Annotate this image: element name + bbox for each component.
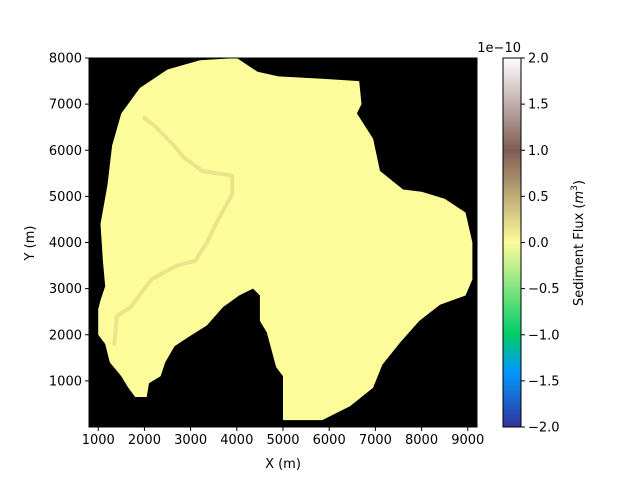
x-tick-label: 7000 bbox=[359, 433, 392, 448]
colorbar-multiplier: 1e−10 bbox=[477, 41, 521, 56]
x-tick-label: 1000 bbox=[82, 433, 115, 448]
x-tick-label: 8000 bbox=[405, 433, 438, 448]
y-axis-ticks: 1000 2000 3000 4000 5000 6000 7000 8000 bbox=[49, 52, 89, 389]
colorbar-tick-label: −1.5 bbox=[528, 374, 560, 389]
colorbar-tick-label: 0.5 bbox=[528, 190, 549, 205]
colorbar-tick-label: 1.5 bbox=[528, 98, 549, 113]
x-axis-label: X (m) bbox=[265, 457, 301, 472]
colorbar-tick-label: −0.5 bbox=[528, 282, 560, 297]
x-tick-label: 9000 bbox=[451, 433, 484, 448]
y-tick-label: 4000 bbox=[49, 236, 82, 251]
y-tick-label: 8000 bbox=[49, 52, 82, 67]
colorbar-tick-label: 0.0 bbox=[528, 236, 549, 251]
colorbar-tick-label: −2.0 bbox=[528, 421, 560, 436]
y-tick-label: 2000 bbox=[49, 328, 82, 343]
channel-path bbox=[112, 116, 235, 346]
y-tick-label: 7000 bbox=[49, 98, 82, 113]
y-tick-label: 5000 bbox=[49, 190, 82, 205]
x-tick-label: 6000 bbox=[313, 433, 346, 448]
x-tick-label: 3000 bbox=[174, 433, 207, 448]
colorbar-tick-label: 1.0 bbox=[528, 144, 549, 159]
y-tick-label: 3000 bbox=[49, 282, 82, 297]
colorbar-tick-label: 2.0 bbox=[528, 52, 549, 67]
x-tick-label: 4000 bbox=[220, 433, 253, 448]
sediment-domain bbox=[98, 58, 473, 421]
y-tick-label: 6000 bbox=[49, 144, 82, 159]
plot-area: 1000 2000 3000 4000 5000 6000 7000 8000 9000 100… bbox=[23, 52, 484, 473]
x-tick-label: 2000 bbox=[128, 433, 161, 448]
colorbar-tick-label: −1.0 bbox=[528, 328, 560, 343]
y-tick-label: 1000 bbox=[49, 374, 82, 389]
colorbar-gradient bbox=[502, 57, 522, 428]
x-tick-label: 5000 bbox=[266, 433, 299, 448]
colorbar-label: Sediment Flux (m3) bbox=[570, 180, 587, 306]
x-axis-ticks: 1000 2000 3000 4000 5000 6000 7000 8000 9000 bbox=[82, 427, 484, 448]
colorbar: −2.0 −1.5 −1.0 −0.5 0.0 0.5 1.0 1.5 2.0 1e−10 Se… bbox=[477, 41, 587, 436]
y-axis-label: Y (m) bbox=[23, 226, 38, 262]
colorbar-ticks: −2.0 −1.5 −1.0 −0.5 0.0 0.5 1.0 1.5 2.0 bbox=[521, 52, 560, 436]
